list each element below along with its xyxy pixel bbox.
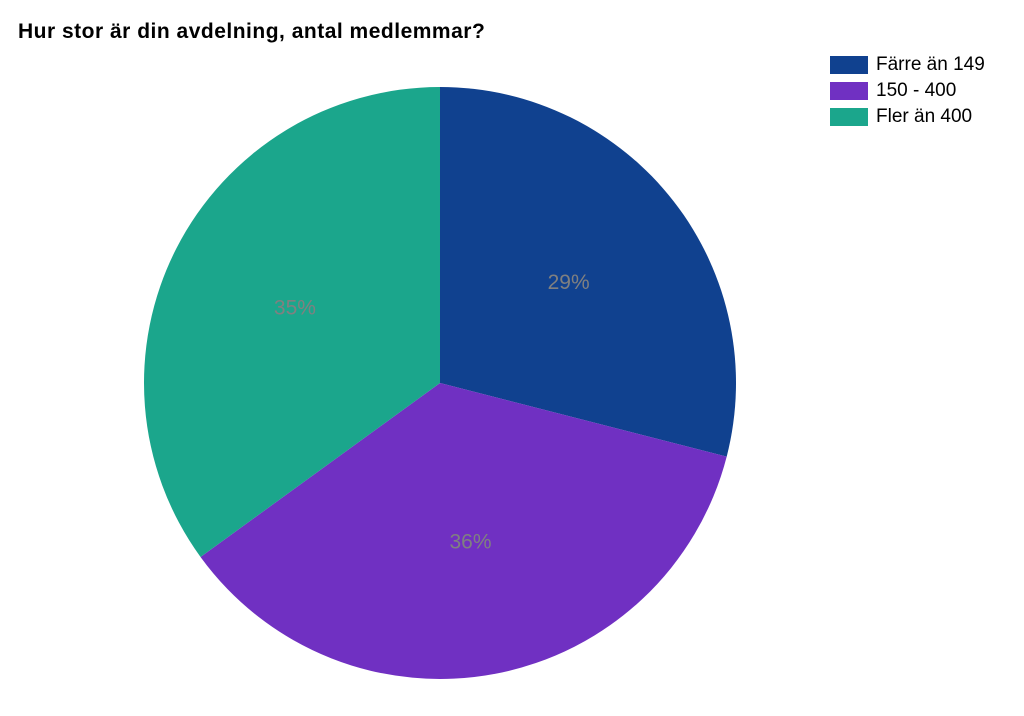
legend-label: 150 - 400 bbox=[876, 80, 956, 102]
legend: Färre än 149 150 - 400 Fler än 400 bbox=[830, 54, 1010, 132]
chart-title: Hur stor är din avdelning, antal medlemm… bbox=[18, 20, 485, 44]
legend-swatch bbox=[830, 82, 868, 100]
legend-item: 150 - 400 bbox=[830, 80, 1010, 102]
legend-swatch bbox=[830, 108, 868, 126]
legend-item: Färre än 149 bbox=[830, 54, 1010, 76]
pie-chart: 29% 36% 35% bbox=[130, 73, 750, 693]
legend-item: Fler än 400 bbox=[830, 106, 1010, 128]
legend-label: Färre än 149 bbox=[876, 54, 985, 76]
pie-slice-label: 29% bbox=[548, 271, 590, 294]
legend-label: Fler än 400 bbox=[876, 106, 972, 128]
legend-swatch bbox=[830, 56, 868, 74]
pie-slice-label: 35% bbox=[274, 297, 316, 320]
pie-slice-label: 36% bbox=[449, 530, 491, 553]
